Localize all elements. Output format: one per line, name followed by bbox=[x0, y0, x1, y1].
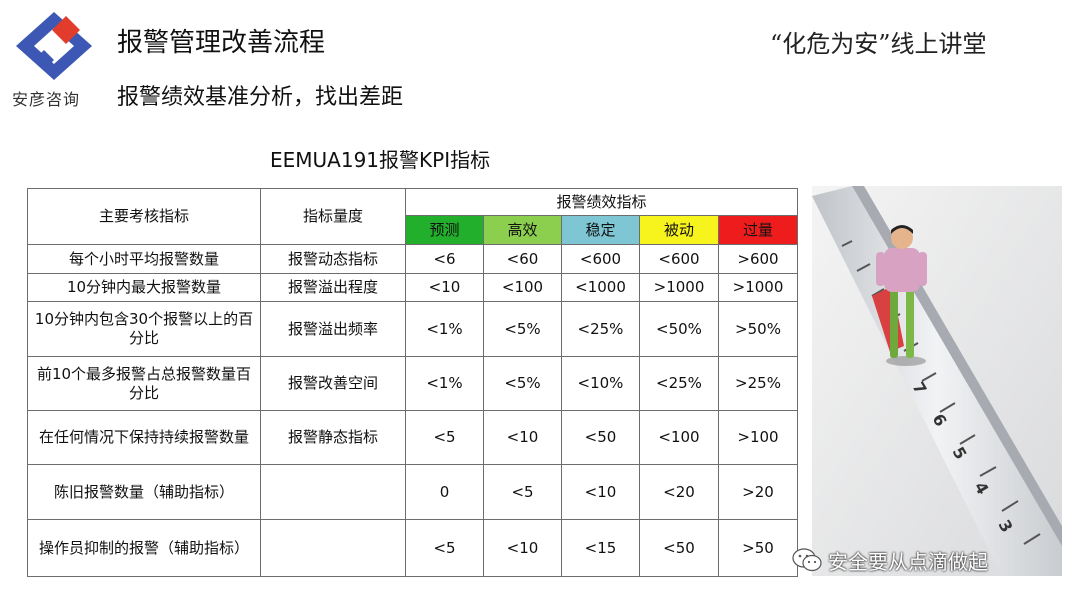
row-measure: 报警溢出程度 bbox=[260, 273, 406, 302]
row-value: <10 bbox=[483, 519, 562, 577]
row-value: <1% bbox=[405, 356, 484, 411]
page-subtitle: 报警绩效基准分析，找出差距 bbox=[117, 85, 404, 110]
row-indicator: 10分钟内包含30个报警以上的百分比 bbox=[27, 301, 261, 357]
row-value: <600 bbox=[639, 244, 719, 274]
table-row: 前10个最多报警占总报警数量百分比 报警改善空间 <1% <5% <10% <2… bbox=[27, 356, 799, 411]
table-row: 陈旧报警数量（辅助指标） 0 <5 <10 <20 >20 bbox=[27, 464, 799, 520]
header-measure: 指标量度 bbox=[260, 188, 406, 245]
row-indicator: 操作员抑制的报警（辅助指标） bbox=[27, 519, 261, 577]
row-indicator: 10分钟内最大报警数量 bbox=[27, 273, 261, 302]
table-row: 10分钟内包含30个报警以上的百分比 报警溢出频率 <1% <5% <25% <… bbox=[27, 301, 799, 357]
table-title: EEMUA191报警KPI指标 bbox=[270, 148, 491, 172]
row-value: <100 bbox=[483, 273, 562, 302]
watermark: 安全要从点滴做起 bbox=[792, 544, 1054, 576]
header-performance-group: 报警绩效指标 bbox=[404, 188, 799, 216]
row-value: >20 bbox=[717, 464, 799, 520]
row-value: <10 bbox=[405, 273, 484, 302]
kpi-table: 主要考核指标 指标量度 报警绩效指标 预测 高效 稳定 被动 过量 每个小时平均… bbox=[27, 188, 799, 577]
level-reactive: 被动 bbox=[639, 215, 719, 245]
row-value: <1% bbox=[405, 301, 484, 357]
row-value: 0 bbox=[405, 464, 484, 520]
row-value: >1000 bbox=[717, 273, 799, 302]
measuring-tape-figure-image: 7 6 5 4 3 bbox=[812, 186, 1062, 576]
row-measure bbox=[260, 519, 406, 577]
row-indicator: 每个小时平均报警数量 bbox=[27, 244, 261, 274]
row-value: <6 bbox=[405, 244, 484, 274]
row-value: >600 bbox=[717, 244, 799, 274]
row-value: <50 bbox=[639, 519, 719, 577]
header-main-indicator: 主要考核指标 bbox=[27, 188, 261, 245]
row-value: <5% bbox=[483, 301, 562, 357]
row-value: <10% bbox=[561, 356, 640, 411]
row-indicator: 前10个最多报警占总报警数量百分比 bbox=[27, 356, 261, 411]
watermark-text: 安全要从点滴做起 bbox=[828, 549, 988, 574]
row-value: >50% bbox=[717, 301, 799, 357]
row-value: <5 bbox=[405, 410, 484, 465]
company-logo bbox=[16, 12, 92, 80]
row-value: >25% bbox=[717, 356, 799, 411]
row-value: >50 bbox=[717, 519, 799, 577]
row-measure bbox=[260, 464, 406, 520]
row-value: <10 bbox=[561, 464, 640, 520]
row-value: <25% bbox=[561, 301, 640, 357]
table-row: 每个小时平均报警数量 报警动态指标 <6 <60 <600 <600 >600 bbox=[27, 244, 799, 274]
row-measure: 报警静态指标 bbox=[260, 410, 406, 465]
row-value: <60 bbox=[483, 244, 562, 274]
level-efficient: 高效 bbox=[483, 215, 562, 245]
table-row: 在任何情况下保持持续报警数量 报警静态指标 <5 <10 <50 <100 >1… bbox=[27, 410, 799, 465]
row-value: <25% bbox=[639, 356, 719, 411]
row-value: <5% bbox=[483, 356, 562, 411]
row-indicator: 陈旧报警数量（辅助指标） bbox=[27, 464, 261, 520]
row-value: <20 bbox=[639, 464, 719, 520]
table-row: 操作员抑制的报警（辅助指标） <5 <10 <15 <50 >50 bbox=[27, 519, 799, 577]
level-predictive: 预测 bbox=[405, 215, 484, 245]
row-value: <15 bbox=[561, 519, 640, 577]
level-stable: 稳定 bbox=[561, 215, 640, 245]
wechat-icon bbox=[792, 548, 822, 572]
row-value: <10 bbox=[483, 410, 562, 465]
row-value: <600 bbox=[561, 244, 640, 274]
row-value: <1000 bbox=[561, 273, 640, 302]
page-title: 报警管理改善流程 bbox=[117, 28, 326, 58]
row-measure: 报警改善空间 bbox=[260, 356, 406, 411]
row-value: <100 bbox=[639, 410, 719, 465]
row-measure: 报警动态指标 bbox=[260, 244, 406, 274]
row-indicator: 在任何情况下保持持续报警数量 bbox=[27, 410, 261, 465]
row-value: <5 bbox=[405, 519, 484, 577]
row-value: <50 bbox=[561, 410, 640, 465]
table-row: 10分钟内最大报警数量 报警溢出程度 <10 <100 <1000 >1000 … bbox=[27, 273, 799, 302]
company-name: 安彦咨询 bbox=[12, 90, 81, 109]
row-value: <50% bbox=[639, 301, 719, 357]
row-value: <5 bbox=[483, 464, 562, 520]
row-value: >1000 bbox=[639, 273, 719, 302]
slogan: “化危为安”线上讲堂 bbox=[770, 30, 987, 58]
row-measure: 报警溢出频率 bbox=[260, 301, 406, 357]
level-overloaded: 过量 bbox=[717, 215, 799, 245]
row-value: >100 bbox=[717, 410, 799, 465]
